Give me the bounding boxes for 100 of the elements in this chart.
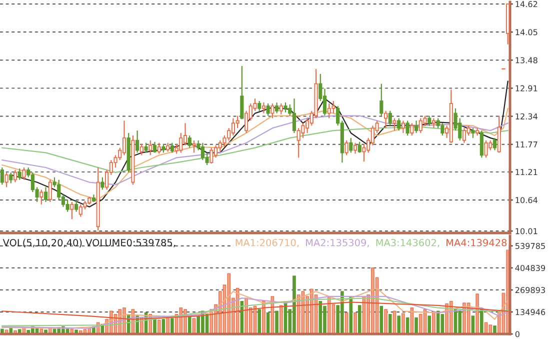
bar <box>458 310 462 334</box>
bar <box>432 312 436 334</box>
candlestick <box>344 140 348 156</box>
candlestick <box>157 142 161 154</box>
bar <box>358 305 362 334</box>
bar <box>488 324 492 334</box>
y-tick-label: 10.64 <box>516 197 538 204</box>
candlestick <box>18 168 22 180</box>
text: MA2:135309, <box>306 238 369 248</box>
candlestick <box>44 186 48 203</box>
candlestick <box>100 176 104 190</box>
y-tick-label: 0 <box>515 331 520 338</box>
candlestick <box>462 128 466 144</box>
candlestick <box>301 122 305 138</box>
bar <box>157 320 161 334</box>
y-tick-label: 134946 <box>516 309 546 316</box>
y-tick-label: 539785 <box>515 242 545 250</box>
text: MA3:143602, <box>376 238 440 248</box>
bar <box>402 313 405 334</box>
y-tick-label: 11.21 <box>516 169 538 175</box>
bar <box>258 309 262 334</box>
candlestick <box>380 83 384 116</box>
text: MA4:139428 <box>446 238 507 246</box>
candlestick <box>210 147 214 164</box>
y-tick-label: 12.34 <box>516 113 538 120</box>
candlestick <box>406 120 410 136</box>
candlestick <box>74 200 78 212</box>
y-tick-label: 12.91 <box>516 85 538 92</box>
candlestick <box>266 102 270 116</box>
line-series <box>2 302 508 320</box>
bar <box>170 318 174 334</box>
text: MA1:206710, <box>236 238 299 248</box>
candlestick <box>48 179 52 203</box>
candlestick <box>388 110 392 126</box>
bar <box>428 316 432 334</box>
candlestick <box>414 120 418 134</box>
candlestick <box>284 102 288 113</box>
y-tick-label: 14.05 <box>516 29 538 36</box>
bar <box>349 296 353 334</box>
bar <box>476 294 479 334</box>
candlestick <box>275 102 279 114</box>
candlestick <box>258 100 262 112</box>
y-tick-label: 11.77 <box>516 142 538 148</box>
candlestick <box>480 130 484 158</box>
bar <box>153 318 156 334</box>
candlestick <box>192 140 196 154</box>
bar <box>414 317 418 334</box>
candlestick <box>9 172 13 184</box>
candlestick <box>484 140 488 158</box>
bar <box>327 296 331 334</box>
candlestick <box>270 102 274 119</box>
candlestick <box>152 141 157 154</box>
candlestick <box>410 122 414 136</box>
candlestick <box>349 137 353 154</box>
candlestick <box>188 134 192 148</box>
candlestick <box>362 143 366 162</box>
bar <box>227 273 231 334</box>
candlestick <box>4 172 8 188</box>
candlestick <box>136 130 140 154</box>
y-tick-label: 10.01 <box>516 228 538 234</box>
bar <box>318 300 322 334</box>
candlestick <box>122 120 126 156</box>
candlestick <box>392 118 396 132</box>
candlestick <box>13 169 18 183</box>
bar <box>188 316 192 334</box>
bar <box>388 314 392 334</box>
candlestick <box>70 201 74 220</box>
candlestick <box>140 143 144 156</box>
bar <box>384 309 388 334</box>
candlestick <box>262 102 266 114</box>
candlestick <box>492 137 497 151</box>
bar <box>480 309 484 334</box>
candlestick <box>296 128 300 158</box>
candlestick <box>432 118 436 129</box>
bar <box>397 316 401 334</box>
bar <box>9 328 13 334</box>
bar <box>493 325 496 334</box>
candlestick <box>397 118 401 132</box>
candlestick <box>353 142 358 154</box>
candlestick <box>292 98 296 134</box>
line-series <box>10 80 508 208</box>
candlestick <box>384 110 388 129</box>
y-tick-label: 404839 <box>515 264 546 272</box>
candlestick <box>240 65 244 120</box>
bar <box>354 312 357 334</box>
candlestick <box>440 122 444 136</box>
candlestick <box>358 141 362 154</box>
bar <box>166 317 170 334</box>
candlestick <box>22 166 26 180</box>
bar <box>279 305 283 334</box>
y-tick-label: 13.48 <box>516 57 538 64</box>
y-tick-label: 269893 <box>515 287 545 294</box>
candlestick <box>0 166 4 186</box>
candlestick <box>401 120 405 134</box>
bar <box>275 310 278 334</box>
candlestick <box>332 100 336 114</box>
candlestick <box>428 115 432 126</box>
y-tick-label: 14.62 <box>516 1 538 8</box>
candlestick <box>66 198 70 212</box>
line-series <box>2 288 508 329</box>
